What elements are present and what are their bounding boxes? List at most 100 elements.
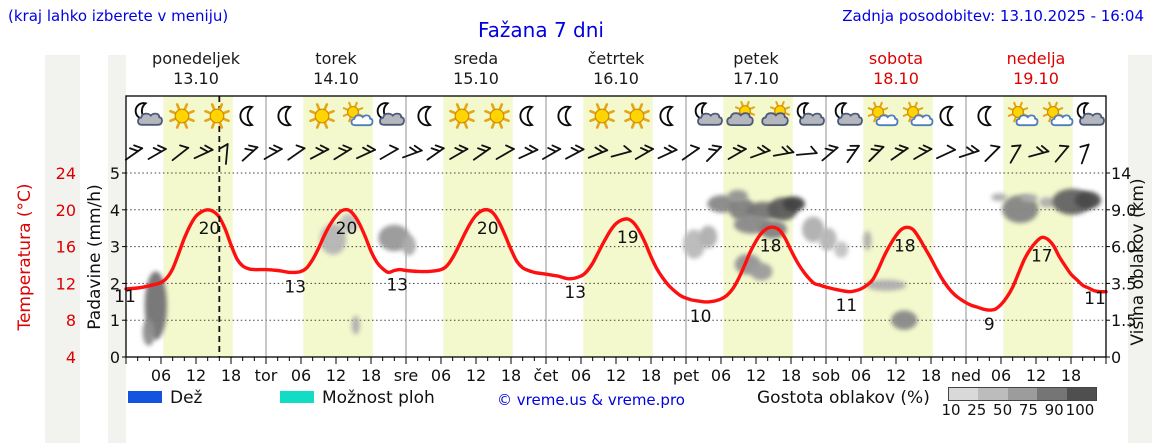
wind-barb [795, 145, 818, 156]
gridlines [126, 96, 1106, 357]
hour-tick: 12 [886, 366, 906, 385]
day-header-četrtek: četrtek 16.10 [587, 49, 645, 88]
temp-label: 11 [836, 296, 858, 316]
temp-label: 18 [894, 236, 916, 256]
wind-barb [821, 144, 839, 162]
sun-cloud-white-icon [902, 101, 934, 127]
showers-legend-swatch [280, 391, 314, 403]
day-header-sobota: sobota 18.10 [868, 49, 924, 88]
wind-barb [241, 144, 259, 162]
cloud-density-gradient [948, 387, 1097, 401]
sun-icon [204, 103, 230, 129]
hour-tick: 12 [606, 366, 626, 385]
temp-label: 13 [386, 276, 408, 296]
height-tick: 9.0 [1111, 201, 1136, 220]
density-tick-label: 10 [941, 401, 961, 419]
sun-cloud-white-icon [342, 101, 374, 127]
moon-icon [659, 105, 675, 127]
day-abbrev-tick: ned [951, 366, 981, 385]
precip-tick: 0 [110, 348, 120, 367]
temp-label: 20 [477, 219, 499, 239]
height-tick: 3.5 [1111, 274, 1136, 293]
sun-icon [624, 103, 650, 129]
wind-barb [1009, 144, 1022, 164]
wind-barb [634, 144, 654, 160]
copyright-link[interactable]: © vreme.us & vreme.pro [497, 391, 685, 409]
temp-label: 19 [617, 228, 639, 248]
wind-barb [1028, 145, 1050, 158]
temp-label: 13 [564, 283, 586, 303]
hour-tick: 18 [641, 366, 661, 385]
rain-legend-swatch [128, 391, 162, 403]
temp-label: 20 [336, 219, 358, 239]
temp-tick: 12 [56, 274, 76, 293]
showers-legend-label: Možnost ploh [322, 388, 435, 408]
daylight-bands [163, 96, 1073, 357]
height-tick: 6.0 [1111, 238, 1136, 257]
wind-barb [657, 144, 678, 160]
wind-barb [287, 144, 306, 161]
weather-icons [134, 100, 1105, 129]
temp-label: 11 [114, 287, 136, 307]
temperature-value-labels: 11 20 13 20 13 20 13 19 10 18 11 18 9 17 11 [114, 219, 1106, 335]
wind-barb [518, 144, 539, 160]
moon-cloud-gray-icon [834, 102, 863, 126]
moon-icon [977, 105, 993, 127]
density-segment [1066, 388, 1097, 400]
hour-tick: 06 [571, 366, 591, 385]
moon-icon [557, 105, 573, 127]
density-tick-label: 100 [1065, 401, 1095, 419]
wind-barb [587, 144, 609, 159]
day-header-torek: torek 14.10 [313, 49, 359, 88]
density-segment [1037, 388, 1067, 400]
wind-barb [193, 144, 214, 160]
wind-barb [147, 144, 167, 160]
hour-tick: 06 [991, 366, 1011, 385]
wind-barb [449, 144, 469, 160]
density-tick-label: 90 [1044, 401, 1064, 419]
temp-label: 13 [284, 277, 306, 297]
day-abbrev-tick: pet [673, 366, 699, 385]
hour-tick: 12 [466, 366, 486, 385]
wind-barb [1054, 144, 1070, 163]
precip-tick: 1 [110, 311, 120, 330]
hour-tick: 06 [851, 366, 871, 385]
density-segment [1007, 388, 1038, 400]
density-tick-label: 75 [1018, 401, 1038, 419]
temp-label: 20 [199, 219, 221, 239]
wind-barb [495, 144, 515, 160]
sun-cloud-gray-icon [761, 100, 791, 127]
moon-cloud-gray-icon [796, 102, 825, 126]
hour-tick: 18 [221, 366, 241, 385]
wind-barb [984, 144, 1001, 162]
temp-label: 11 [1084, 289, 1106, 309]
temp-tick: 4 [66, 348, 76, 367]
axes [122, 95, 1110, 364]
sun-icon [449, 103, 475, 129]
wind-barb [846, 144, 860, 164]
hour-tick: 12 [326, 366, 346, 385]
hour-tick: 06 [151, 366, 171, 385]
hour-tick: 18 [781, 366, 801, 385]
temp-tick: 16 [56, 238, 76, 257]
precip-gutter-strip [108, 55, 126, 443]
page-title: Fažana 7 dni [478, 18, 604, 42]
right-gutter-strip [1128, 55, 1152, 443]
wind-barb [727, 144, 747, 160]
sun-cloud-white-icon [867, 101, 899, 127]
day-header-petek: petek 17.10 [733, 49, 779, 88]
wind-barb [426, 144, 445, 161]
hour-tick: 06 [291, 366, 311, 385]
day-abbrev-tick: tor [255, 366, 278, 385]
moon-cloud-gray-icon [134, 102, 163, 126]
sun-icon [169, 103, 195, 129]
wind-barb [565, 144, 585, 160]
precip-tick: 4 [110, 201, 120, 220]
wind-barb [681, 144, 700, 161]
wind-barbs [124, 143, 1090, 165]
density-segment [949, 388, 979, 400]
sun-icon [589, 103, 615, 129]
wind-barb [913, 144, 933, 160]
